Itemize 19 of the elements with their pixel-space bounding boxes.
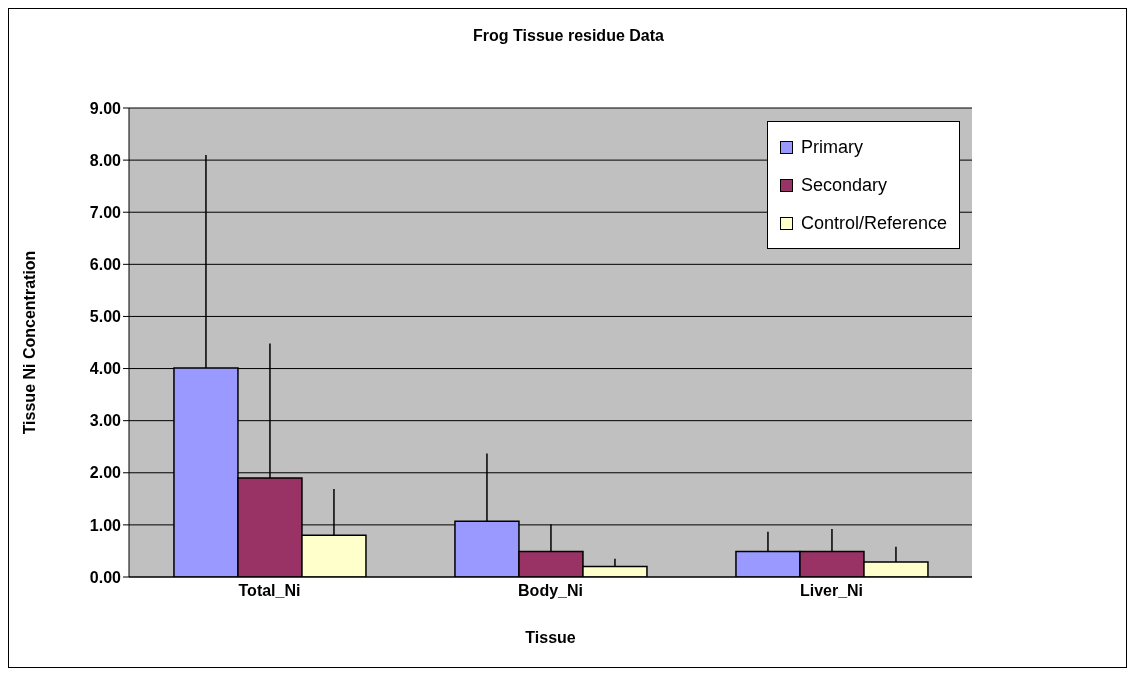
legend-label: Secondary (800, 174, 887, 196)
y-tick-label: 2.00 (89, 464, 122, 482)
legend-label: Control/Reference (800, 212, 947, 234)
y-tick-label: 6.00 (89, 256, 122, 274)
x-tick-label: Body_Ni (518, 582, 583, 600)
y-tick-label: 4.00 (89, 360, 122, 378)
y-tick-label: 7.00 (89, 203, 122, 221)
x-tick-label: Liver_Ni (799, 582, 864, 600)
y-tick-label: 9.00 (89, 99, 122, 117)
y-axis-title: Tissue Ni Concentration (20, 250, 38, 435)
y-tick-label: 1.00 (89, 516, 122, 534)
x-axis-title: Tissue (525, 629, 576, 646)
legend-label: Primary (800, 136, 863, 158)
x-tick-label: Total_Ni (238, 582, 301, 600)
chart-title: Frog Tissue residue Data (472, 27, 665, 45)
y-tick-label: 5.00 (89, 308, 122, 326)
y-tick-label: 0.00 (89, 568, 122, 586)
y-tick-label: 8.00 (89, 151, 122, 169)
y-tick-label: 3.00 (89, 412, 122, 430)
